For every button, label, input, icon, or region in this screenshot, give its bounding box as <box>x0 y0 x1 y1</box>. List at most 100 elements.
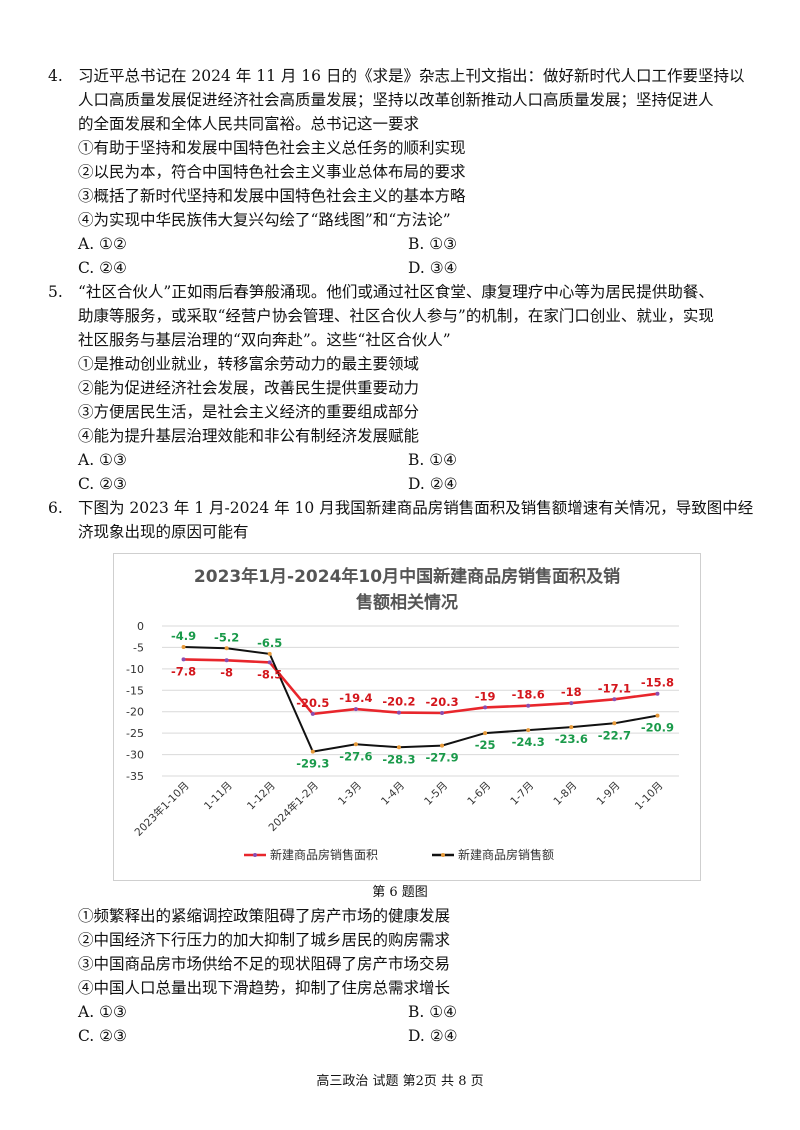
data-label: -27.6 <box>339 749 372 763</box>
choice-d[interactable]: D. ③④ <box>408 259 458 277</box>
legend-label: 新建商品房销售面积 <box>270 847 378 862</box>
data-label: -23.6 <box>555 732 588 746</box>
question-stem: “社区合伙人”正如雨后春笋般涌现。他们或通过社区食堂、康复理疗中心等为居民提供助… <box>78 280 758 352</box>
answer-choices: A. ①③ B. ①④ C. ②③ D. ②④ <box>78 1000 758 1048</box>
stem-line: 的全面发展和全体人民共同富裕。总书记这一要求 <box>78 115 420 133</box>
data-label: -15.8 <box>641 676 674 690</box>
answer-choices: A. ①③ B. ①④ C. ②③ D. ②④ <box>78 448 758 496</box>
series-line <box>183 646 658 753</box>
data-label: -19 <box>475 689 496 703</box>
data-point <box>612 721 617 726</box>
y-tick-label: -5 <box>133 641 144 654</box>
data-label: -29.3 <box>296 757 329 771</box>
x-tick-label: 1-11月 <box>202 780 235 813</box>
data-point <box>483 705 488 710</box>
statement-2: ②能为促进经济社会发展，改善民生提供重要动力 <box>78 379 420 397</box>
statement-1: ①有助于坚持和发展中国特色社会主义总任务的顺利实现 <box>78 139 466 157</box>
x-tick-label: 1-10月 <box>633 780 666 813</box>
statement-2: ②中国经济下行压力的加大抑制了城乡居民的购房需求 <box>78 931 451 949</box>
choice-c[interactable]: C. ②④ <box>78 259 127 277</box>
data-label: -27.9 <box>425 751 458 765</box>
data-point <box>224 658 229 663</box>
data-point <box>612 697 617 702</box>
data-point <box>310 749 315 754</box>
question-stem: 习近平总书记在 2024 年 11 月 16 日的《求是》杂志上刊文指出：做好新… <box>78 64 758 136</box>
legend-label: 新建商品房销售额 <box>458 847 554 862</box>
data-label: -20.2 <box>382 695 415 709</box>
data-point <box>526 703 531 708</box>
data-label: -25 <box>475 738 496 752</box>
statement-1: ①频繁释出的紧缩调控政策阻碍了房产市场的健康发展 <box>78 907 451 925</box>
choice-b[interactable]: B. ①③ <box>408 235 458 253</box>
question-6-options: ①频繁释出的紧缩调控政策阻碍了房产市场的健康发展 ②中国经济下行压力的加大抑制了… <box>48 904 758 1048</box>
choice-d[interactable]: D. ②④ <box>408 1027 458 1045</box>
chart-title: 2023年1月-2024年10月中国新建商品房销售面积及销 <box>194 566 620 587</box>
statement-3: ③中国商品房市场供给不足的现状阻碍了房产市场交易 <box>78 955 451 973</box>
data-label: -24.3 <box>512 735 545 749</box>
question-number: 5. <box>48 283 63 301</box>
data-label: -18.6 <box>512 688 545 702</box>
data-label: -20.5 <box>296 696 329 710</box>
choice-a[interactable]: A. ①③ <box>78 451 127 469</box>
data-point <box>353 707 358 712</box>
data-label: -19.4 <box>339 691 372 705</box>
figure-caption: 第 6 题图 <box>372 885 428 900</box>
statement-1: ①是推动创业就业，转移富余劳动力的最主要领域 <box>78 355 420 373</box>
data-label: -22.7 <box>598 728 631 742</box>
question-4: 4. 习近平总书记在 2024 年 11 月 16 日的《求是》杂志上刊文指出：… <box>48 64 758 280</box>
statement-3: ③概括了新时代坚持和发展中国特色社会主义的基本方略 <box>78 187 466 205</box>
y-tick-label: 0 <box>137 620 144 633</box>
choice-b[interactable]: B. ①④ <box>408 1003 458 1021</box>
question-6: 6. 下图为 2023 年 1 月-2024 年 10 月我国新建商品房销售面积… <box>48 496 758 544</box>
data-point <box>181 657 186 662</box>
question-number: 4. <box>48 67 63 85</box>
data-point <box>440 711 445 715</box>
data-point <box>396 745 401 750</box>
data-label: -6.5 <box>257 636 282 650</box>
x-tick-label: 1-5月 <box>422 780 450 808</box>
choice-d[interactable]: D. ②④ <box>408 475 458 493</box>
stem-line: 习近平总书记在 2024 年 11 月 16 日的《求是》杂志上刊文指出：做好新… <box>78 67 745 85</box>
chart-title: 售额相关情况 <box>356 592 458 613</box>
y-tick-label: -15 <box>126 684 144 697</box>
series-line <box>183 658 658 716</box>
stem-line: 济现象出现的原因可能有 <box>78 523 249 541</box>
data-point <box>224 646 229 651</box>
data-point <box>181 645 186 649</box>
data-label: -7.8 <box>171 664 196 678</box>
data-point <box>569 725 574 730</box>
stem-line: 社区服务与基层治理的“双向奔赴”。这些“社区合伙人” <box>78 331 451 349</box>
choice-c[interactable]: C. ②③ <box>78 475 127 493</box>
answer-choices: A. ①② B. ①③ C. ②④ D. ③④ <box>78 232 758 280</box>
question-stem: 下图为 2023 年 1 月-2024 年 10 月我国新建商品房销售面积及销售… <box>78 496 758 544</box>
x-tick-label: 1-9月 <box>594 780 622 808</box>
data-point <box>440 743 445 748</box>
choice-c[interactable]: C. ②③ <box>78 1027 127 1045</box>
choice-a[interactable]: A. ①③ <box>78 1003 127 1021</box>
chart-container: 2023年1月-2024年10月中国新建商品房销售面积及销 售额相关情况 0 -5 -1… <box>113 553 701 881</box>
statement-4: ④中国人口总量出现下滑趋势，抑制了住房总需求增长 <box>78 979 451 997</box>
data-label: -5.2 <box>214 630 239 644</box>
x-tick-label: 1-4月 <box>379 780 407 808</box>
data-label: -8.5 <box>257 667 282 681</box>
data-point <box>569 701 574 706</box>
choice-a[interactable]: A. ①② <box>78 235 127 253</box>
legend-marker <box>441 853 445 857</box>
y-tick-label: -20 <box>126 706 144 719</box>
x-tick-label: 1-8月 <box>551 780 579 808</box>
stem-line: “社区合伙人”正如雨后春笋般涌现。他们或通过社区食堂、康复理疗中心等为居民提供助… <box>78 283 714 301</box>
question-number: 6. <box>48 499 63 517</box>
statement-3: ③方便居民生活，是社会主义经济的重要组成部分 <box>78 403 420 421</box>
data-label: -18 <box>561 685 582 699</box>
choice-b[interactable]: B. ①④ <box>408 451 458 469</box>
data-point <box>267 651 272 656</box>
stem-line: 下图为 2023 年 1 月-2024 年 10 月我国新建商品房销售面积及销售… <box>78 499 754 517</box>
x-tick-label: 1-6月 <box>465 780 493 808</box>
data-point <box>526 728 531 733</box>
data-label: -20.9 <box>641 721 674 735</box>
x-tick-label: 1-12月 <box>245 780 278 813</box>
data-point <box>655 713 660 718</box>
data-label: -28.3 <box>382 752 415 766</box>
